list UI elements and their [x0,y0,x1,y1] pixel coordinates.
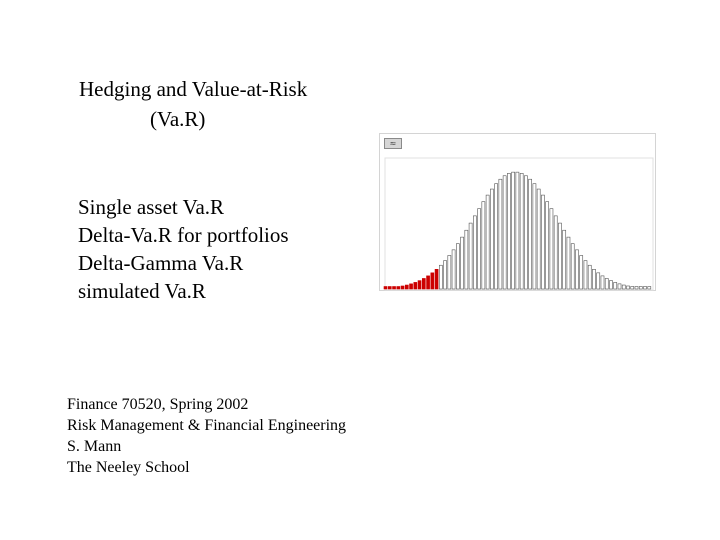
histogram-bar [541,194,545,290]
histogram-bar [490,188,494,290]
histogram-bar [519,173,524,290]
histogram-bar [604,278,609,290]
histogram-bar [404,284,409,290]
course-title: Risk Management & Financial Engineering [67,417,347,434]
histogram-bar [468,222,473,290]
histogram-bar [621,284,626,290]
histogram-bar [387,286,392,290]
histogram-bar [464,229,469,290]
topic-item: Delta-Gamma Va.R [78,251,244,275]
histogram-bar [617,283,622,290]
histogram-bar [477,208,481,290]
histogram-bar [443,260,447,290]
histogram-bar [417,280,422,290]
histogram-bar [451,249,456,290]
histogram-bar [630,286,635,290]
histogram-bar [396,286,401,290]
histogram-bar [583,260,588,290]
chart-options-button[interactable]: ≈ [384,138,402,149]
histogram-bar [532,183,537,290]
histogram-bar [592,269,596,290]
histogram-bar [511,171,515,290]
histogram-bars [383,171,652,290]
histogram-bar [400,285,405,290]
histogram-bar [421,278,426,290]
school-name: The Neeley School [67,459,190,476]
histogram-bar [524,175,528,290]
histogram-panel: ≈ [379,133,656,291]
var-histogram [383,157,654,291]
histogram-bar [481,201,486,290]
histogram-bar [587,264,592,290]
histogram-bar [553,215,558,290]
histogram-bar [609,280,613,290]
histogram-bar [498,178,503,290]
histogram-bar [558,222,562,290]
histogram-bar [426,275,430,290]
histogram-bar [613,282,618,290]
topic-item: Delta-Va.R for portfolios [78,223,289,247]
histogram-bar [596,272,601,290]
histogram-bar [575,249,579,290]
histogram-bar [473,215,477,290]
histogram-bar [438,264,443,290]
topic-list: Single asset Va.R Delta-Va.R for portfol… [78,193,289,305]
plot-frame [384,157,654,291]
histogram-bar [485,194,490,290]
histogram-bar [430,272,435,290]
histogram-bar [566,236,571,290]
histogram-bar [383,286,388,290]
histogram-bar [600,275,605,290]
histogram-bar [494,183,498,290]
histogram-bar [634,286,639,290]
histogram-bar [447,255,452,290]
histogram-bar [545,201,550,290]
histogram-bar [409,283,413,290]
histogram-bar [643,286,647,290]
topic-item: Single asset Va.R [78,195,225,219]
histogram-bar [647,286,652,290]
slide-title-line-1: Hedging and Value-at-Risk [79,77,308,101]
histogram-bar [562,229,567,290]
histogram-bar [434,269,439,290]
topic-item: simulated Va.R [78,279,206,303]
histogram-bar [536,188,541,290]
histogram-bar [456,243,460,290]
histogram-bar [502,175,507,290]
histogram-bar [515,171,520,290]
histogram-bar [570,243,575,290]
course-name: Finance 70520, Spring 2002 [67,396,249,413]
histogram-bar [460,236,464,290]
histogram-bar [528,178,532,290]
histogram-bar [549,208,554,290]
histogram-bar [579,255,584,290]
histogram-bar [413,282,418,290]
histogram-bar [392,286,396,290]
course-info: Finance 70520, Spring 2002 Risk Manageme… [67,394,346,478]
author-name: S. Mann [67,438,122,455]
histogram-bar [626,285,630,290]
histogram-bar [638,286,643,290]
histogram-bar [507,173,511,290]
slide-title-line-2: (Va.R) [150,107,206,131]
